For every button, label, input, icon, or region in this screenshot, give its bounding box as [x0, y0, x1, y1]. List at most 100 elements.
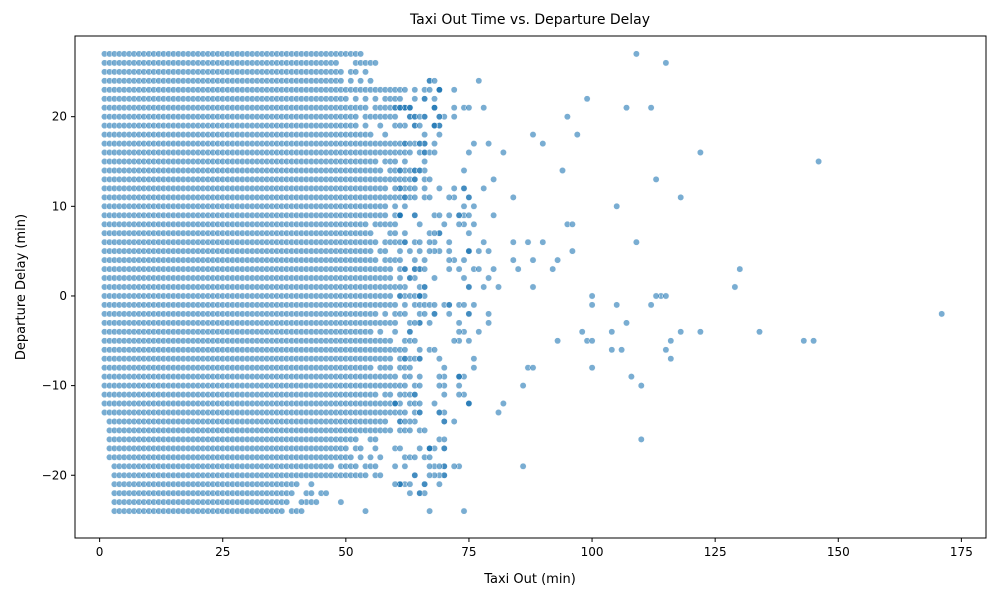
data-point: [440, 471, 448, 479]
data-point: [406, 426, 414, 434]
data-point: [499, 400, 507, 407]
data-point: [386, 355, 394, 363]
data-point: [460, 184, 468, 192]
data-point: [445, 193, 453, 201]
data-point: [337, 77, 345, 85]
data-point: [416, 409, 424, 416]
data-point: [371, 256, 379, 264]
data-point: [401, 202, 409, 210]
data-point: [736, 265, 744, 273]
data-point: [421, 256, 429, 264]
data-point: [396, 95, 404, 103]
x-tick-label: 75: [461, 545, 476, 559]
data-point: [426, 319, 434, 327]
data-point: [426, 86, 434, 94]
data-point: [450, 337, 458, 345]
data-point: [357, 50, 365, 58]
data-point: [416, 355, 424, 363]
data-point: [362, 471, 369, 479]
data-point: [386, 265, 394, 273]
data-point: [475, 77, 483, 85]
data-point: [362, 507, 369, 515]
data-point: [352, 462, 360, 470]
data-point: [426, 193, 434, 201]
data-point: [426, 247, 434, 255]
data-point: [386, 292, 394, 300]
data-point: [455, 382, 463, 390]
data-point: [426, 462, 434, 470]
data-point: [460, 167, 468, 174]
data-point: [352, 122, 360, 130]
data-point: [440, 444, 448, 452]
data-point: [470, 364, 478, 372]
data-point: [435, 211, 443, 219]
data-point: [509, 256, 517, 264]
data-point: [421, 283, 429, 291]
data-point: [627, 373, 635, 381]
data-point: [426, 453, 434, 461]
data-point: [677, 193, 685, 201]
data-point: [588, 364, 596, 372]
x-tick-label: 150: [827, 545, 850, 559]
data-point: [470, 202, 478, 210]
data-point: [347, 77, 355, 85]
data-point: [431, 274, 438, 282]
data-point: [416, 167, 424, 174]
data-point: [588, 301, 596, 309]
data-point: [529, 364, 537, 372]
data-point: [401, 355, 409, 363]
data-point: [416, 292, 424, 300]
data-point: [357, 444, 365, 452]
data-point: [524, 238, 532, 246]
data-point: [445, 265, 453, 273]
data-point: [357, 77, 365, 85]
data-point: [440, 220, 448, 228]
data-point: [435, 131, 443, 139]
data-point: [342, 444, 350, 452]
data-point: [391, 400, 399, 407]
data-point: [396, 256, 404, 264]
data-point: [450, 86, 458, 94]
data-point: [435, 373, 443, 381]
data-point: [435, 355, 443, 363]
data-point: [416, 373, 424, 381]
data-point: [696, 149, 704, 156]
data-point: [391, 113, 399, 121]
data-point: [371, 158, 379, 165]
data-point: [578, 328, 586, 336]
data-point: [396, 122, 404, 130]
data-point: [608, 346, 616, 354]
data-point: [401, 382, 409, 390]
data-point: [509, 193, 517, 201]
data-point: [421, 184, 429, 192]
data-point: [278, 507, 286, 515]
data-point: [381, 184, 389, 192]
data-point: [391, 184, 399, 192]
data-point: [362, 68, 369, 76]
data-point: [440, 435, 448, 443]
data-point: [431, 301, 438, 309]
data-point: [401, 409, 409, 416]
data-point: [391, 480, 399, 488]
data-point: [662, 292, 670, 300]
y-tick-label: 20: [52, 110, 67, 124]
data-point: [485, 140, 493, 148]
data-point: [435, 462, 443, 470]
data-point: [465, 283, 473, 291]
data-point: [371, 310, 379, 318]
data-point: [421, 149, 429, 156]
data-point: [490, 211, 498, 219]
data-point: [465, 247, 473, 255]
data-point: [416, 346, 424, 354]
data-point: [435, 113, 443, 121]
data-point: [435, 382, 443, 390]
data-point: [431, 346, 438, 354]
data-point: [485, 319, 493, 327]
data-point: [396, 211, 404, 219]
data-point: [376, 122, 384, 130]
data-point: [411, 193, 419, 201]
data-point: [401, 301, 409, 309]
data-point: [298, 498, 305, 506]
data-point: [465, 337, 473, 345]
